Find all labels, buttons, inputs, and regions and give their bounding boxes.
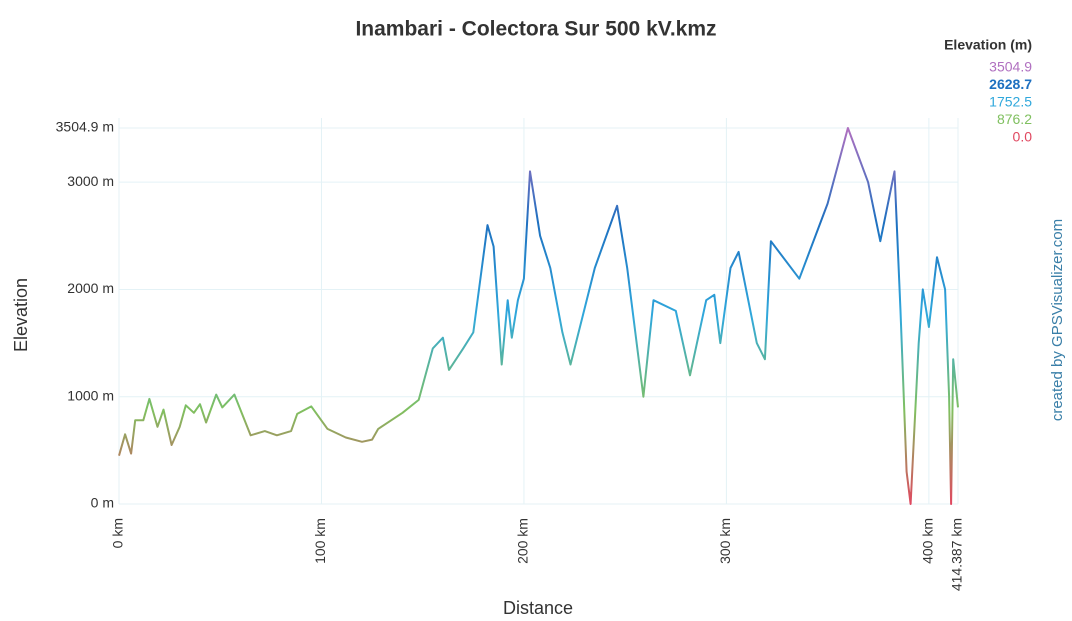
y-tick-label: 3504.9 m	[56, 119, 114, 135]
y-tick-label: 0 m	[91, 495, 114, 511]
legend-entry: 2628.7	[989, 76, 1032, 92]
legend-entry: 3504.9	[989, 59, 1032, 75]
y-tick-label: 2000 m	[67, 280, 114, 296]
x-tick-label: 100 km	[312, 518, 328, 564]
legend-entry: 0.0	[1013, 129, 1033, 145]
chart-title: Inambari - Colectora Sur 500 kV.kmz	[355, 18, 716, 41]
credit: created by GPSVisualizer.com	[1049, 219, 1066, 421]
legend-title: Elevation (m)	[944, 37, 1032, 53]
legend-entry: 876.2	[997, 111, 1032, 127]
y-tick-label: 3000 m	[67, 173, 114, 189]
x-tick-label: 0 km	[110, 518, 126, 548]
x-tick-label: 200 km	[515, 518, 531, 564]
x-axis-label: Distance	[503, 598, 573, 618]
elevation-line	[118, 127, 959, 505]
legend-entry: 1752.5	[989, 94, 1032, 110]
x-tick-label: 300 km	[717, 518, 733, 564]
x-tick-label: 400 km	[920, 518, 936, 564]
y-tick-label: 1000 m	[67, 387, 114, 403]
x-tick-label: 414.387 km	[949, 518, 965, 591]
y-axis-label: Elevation	[11, 278, 31, 352]
